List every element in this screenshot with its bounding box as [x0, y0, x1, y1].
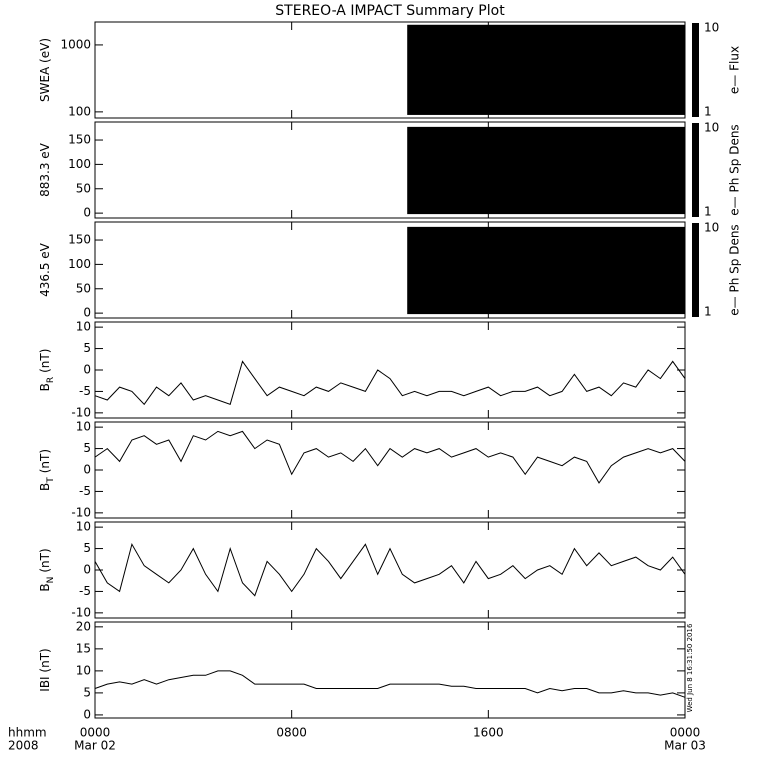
- y-tick-label: -5: [79, 384, 91, 398]
- timestamp: Wed Jun 8 16:31:50 2016: [686, 623, 694, 712]
- y-tick-label: 0: [83, 707, 91, 721]
- y-axis-label-unit: (nT): [38, 449, 52, 473]
- y-tick-label: 0: [83, 206, 91, 220]
- y-tick-label: -10: [71, 505, 91, 519]
- x-date-label: Mar 03: [664, 739, 706, 753]
- y-axis-label-sub: T: [46, 477, 56, 484]
- y-tick-label: 20: [76, 619, 91, 633]
- y-axis-label: 883.3 eV: [38, 142, 52, 197]
- x-axis-label: hhmm: [8, 726, 47, 740]
- y-tick-label: 5: [83, 341, 91, 355]
- colorbar-label: e— Ph Sp Dens: [728, 124, 742, 215]
- y-axis-label: BN (nT): [38, 548, 56, 591]
- y-tick-label: 10: [76, 320, 91, 334]
- y-tick-label: -10: [71, 405, 91, 419]
- colorbar-tick-label: 1: [704, 205, 712, 219]
- chart-title: STEREO-A IMPACT Summary Plot: [275, 3, 505, 19]
- y-tick-label: 100: [68, 257, 91, 271]
- x-date-label: Mar 02: [74, 739, 116, 753]
- colorbar-tick-label: 10: [704, 221, 719, 235]
- data-line: [94, 670, 686, 698]
- y-tick-label: 10: [76, 663, 91, 677]
- y-tick-label: 10: [76, 520, 91, 534]
- data-line: [94, 360, 686, 406]
- y-tick-label: 0: [83, 563, 91, 577]
- colorbar: [692, 23, 699, 117]
- spectrogram-fill: [407, 226, 685, 315]
- colorbar-tick-label: 10: [704, 21, 719, 35]
- spectrogram-fill: [407, 126, 685, 215]
- panel-frame: [94, 621, 686, 719]
- spectrogram-fill: [407, 24, 685, 115]
- colorbar: [692, 123, 699, 217]
- colorbar: [692, 223, 699, 317]
- y-axis-label-sub: N: [46, 577, 56, 584]
- y-tick-label: 5: [83, 685, 91, 699]
- y-tick-label: 1000: [60, 37, 91, 51]
- y-axis-label: SWEA (eV): [38, 38, 52, 102]
- data-line: [94, 542, 686, 597]
- colorbar-tick-label: 10: [704, 121, 719, 135]
- y-tick-label: 15: [76, 641, 91, 655]
- y-tick-label: -5: [79, 484, 91, 498]
- y-tick-label: 5: [83, 441, 91, 455]
- y-axis-label-unit: (nT): [38, 349, 52, 373]
- y-tick-label: 50: [76, 181, 91, 195]
- y-axis-label: BT (nT): [38, 449, 56, 491]
- y-tick-label: 0: [83, 306, 91, 320]
- x-axis-label: 2008: [8, 739, 39, 753]
- x-tick-label: 0000: [670, 726, 701, 740]
- colorbar-label: e— Flux: [728, 46, 742, 94]
- y-axis-label: 436.5 eV: [38, 242, 52, 297]
- colorbar-tick-label: 1: [704, 105, 712, 119]
- y-axis-label-main: 436.5 eV: [38, 242, 52, 297]
- x-tick-label: 1600: [473, 726, 504, 740]
- y-axis-label-main: SWEA (eV): [38, 38, 52, 102]
- panel-frame: [94, 121, 686, 219]
- y-tick-label: 0: [83, 463, 91, 477]
- y-tick-label: 5: [83, 541, 91, 555]
- x-tick-label: 0800: [276, 726, 307, 740]
- colorbar-tick-label: 1: [704, 305, 712, 319]
- y-axis-label-main: B: [38, 483, 52, 491]
- y-axis-label-sub: R: [46, 377, 56, 383]
- y-axis-label-main: B: [38, 583, 52, 591]
- y-axis-label: IBI (nT): [38, 648, 52, 691]
- y-axis-label: BR (nT): [38, 349, 56, 392]
- y-tick-label: -5: [79, 584, 91, 598]
- y-axis-label-main: 883.3 eV: [38, 142, 52, 197]
- y-axis-label-main: B: [38, 383, 52, 391]
- x-tick-label: 0000: [80, 726, 111, 740]
- y-tick-label: 0: [83, 363, 91, 377]
- y-tick-label: 150: [68, 133, 91, 147]
- y-tick-label: 150: [68, 233, 91, 247]
- panel-frame: [94, 21, 686, 119]
- y-axis-label-main: IBI (nT): [38, 648, 52, 691]
- y-tick-label: 10: [76, 420, 91, 434]
- panel-frame: [94, 221, 686, 319]
- y-tick-label: 100: [68, 104, 91, 118]
- y-tick-label: 100: [68, 157, 91, 171]
- y-axis-label-unit: (nT): [38, 548, 52, 572]
- y-tick-label: 50: [76, 281, 91, 295]
- y-tick-label: -10: [71, 605, 91, 619]
- data-line: [94, 430, 686, 484]
- colorbar-label: e— Ph Sp Dens: [728, 224, 742, 315]
